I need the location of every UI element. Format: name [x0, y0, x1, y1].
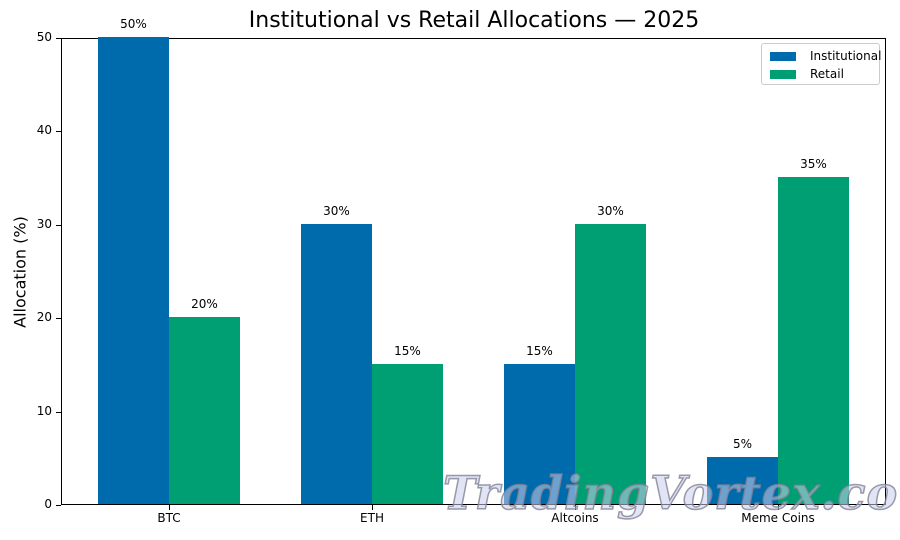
y-tick-label: 30 — [36, 216, 52, 231]
bar-value-label: 5% — [732, 437, 753, 452]
y-tick-label: 50 — [36, 30, 52, 44]
y-tick-mark — [56, 224, 61, 226]
bar-value-label: 30% — [323, 203, 350, 218]
bar-retail-meme-coins — [778, 177, 849, 504]
legend-swatch-institutional — [770, 51, 796, 61]
plot-area — [61, 37, 886, 505]
bar-value-label: 50% — [120, 17, 147, 31]
legend-label: Retail — [810, 67, 844, 81]
bar-value-label: 35% — [800, 157, 827, 172]
y-tick-mark — [56, 318, 61, 320]
bar-institutional-meme-coins — [707, 457, 778, 504]
x-tick-label: Meme Coins — [741, 511, 815, 525]
y-tick-mark — [56, 411, 61, 413]
y-tick-mark — [56, 38, 61, 39]
bar-value-label: 20% — [191, 297, 218, 312]
y-tick-mark — [56, 505, 61, 506]
bar-value-label: 15% — [394, 343, 421, 358]
x-tick-label: Altcoins — [551, 511, 599, 525]
bar-retail-btc — [169, 317, 240, 504]
bar-institutional-btc — [98, 37, 169, 504]
x-tick-label: ETH — [360, 511, 384, 525]
bar-retail-eth — [372, 363, 443, 504]
x-tick-mark — [778, 505, 779, 510]
legend-item-retail: Retail — [770, 66, 844, 82]
x-tick-label: BTC — [157, 511, 181, 525]
y-tick-label: 10 — [36, 403, 52, 418]
bar-institutional-altcoins — [504, 363, 575, 504]
legend-label: Institutional — [810, 49, 882, 63]
bar-value-label: 15% — [526, 343, 553, 358]
bar-retail-altcoins — [575, 223, 646, 504]
bar-value-label: 30% — [597, 203, 624, 218]
y-tick-label: 20 — [36, 310, 52, 325]
y-tick-label: 40 — [36, 123, 52, 138]
y-tick-mark — [56, 131, 61, 133]
x-tick-mark — [169, 505, 170, 510]
x-tick-mark — [372, 505, 373, 510]
legend: Institutional Retail — [761, 43, 881, 85]
bar-institutional-eth — [301, 223, 372, 504]
legend-swatch-retail — [770, 69, 796, 79]
legend-item-institutional: Institutional — [770, 48, 881, 64]
y-tick-label: 0 — [44, 497, 52, 511]
chart-title: Institutional vs Retail Allocations — 20… — [248, 8, 700, 33]
x-tick-mark — [575, 505, 576, 510]
